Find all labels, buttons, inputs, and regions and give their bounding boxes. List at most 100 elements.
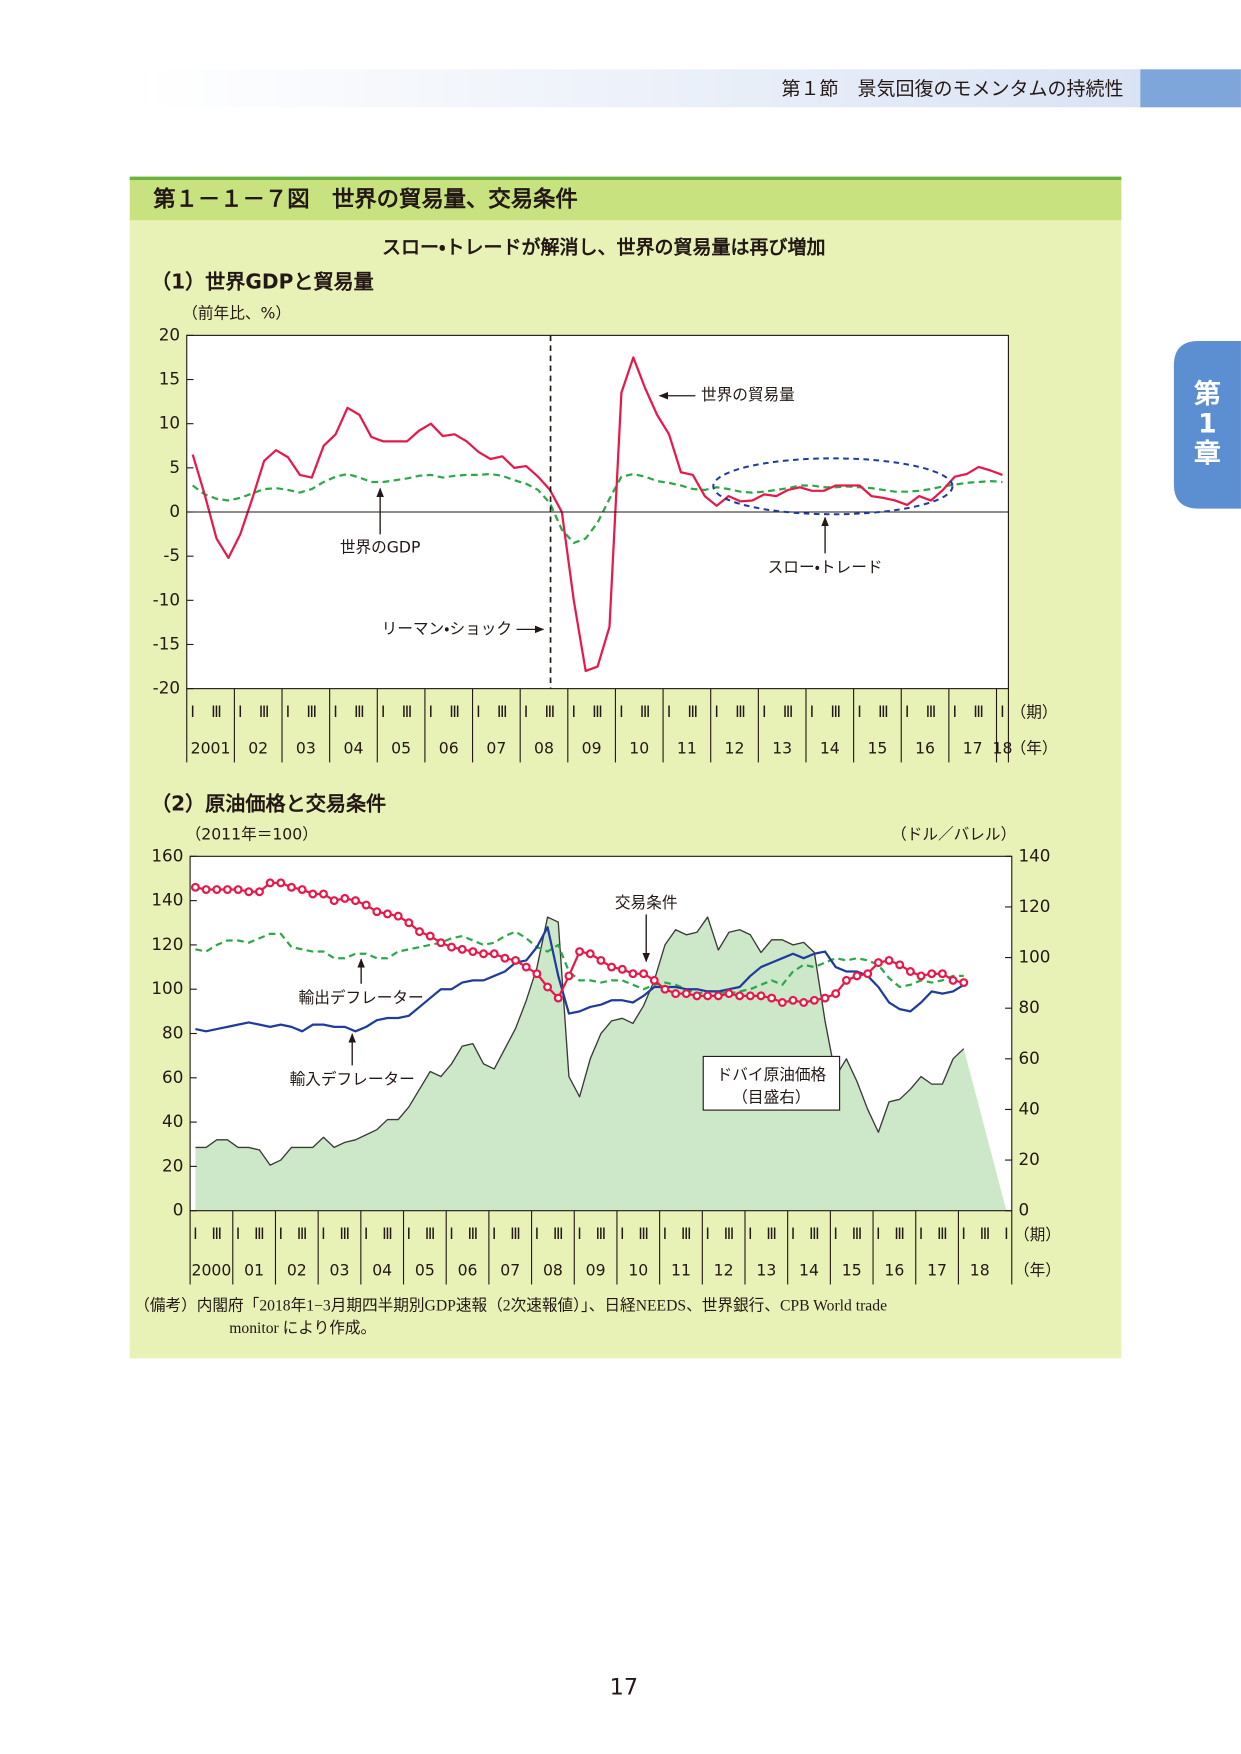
period-unit: （期） — [1011, 703, 1058, 722]
year-label: 2001 — [191, 738, 231, 757]
marker — [489, 949, 499, 959]
marker — [937, 969, 947, 979]
annotation: リーマン・ショック — [382, 619, 512, 638]
x-tick-label: Ⅰ — [748, 1226, 753, 1243]
x-tick-label: Ⅲ — [402, 704, 413, 721]
y-tick-label: -15 — [153, 633, 180, 653]
year-label: 09 — [582, 738, 602, 757]
annotation: （目盛右） — [732, 1087, 810, 1106]
marker — [895, 960, 905, 970]
header-bar — [145, 69, 1141, 108]
marker — [788, 995, 798, 1005]
y-tick-label: 80 — [162, 1023, 183, 1043]
x-tick-label: Ⅰ — [619, 704, 624, 721]
y-tick-label: 0 — [169, 501, 180, 521]
year-label: 14 — [820, 738, 840, 757]
year-label: 18 — [993, 738, 1013, 757]
marker — [905, 967, 915, 976]
year-label: 04 — [344, 738, 364, 757]
y-axis-label: （前年比、%） — [182, 304, 291, 323]
year-unit: （年） — [1014, 1261, 1061, 1280]
marker — [777, 998, 787, 1007]
x-tick-label: Ⅰ — [321, 1226, 326, 1243]
year-label: 15 — [867, 738, 887, 757]
side-tab — [1173, 340, 1241, 509]
figure-title: 第１－１－７図 世界の貿易量、交易条件 — [153, 186, 578, 213]
page-number: 17 — [610, 1675, 638, 1701]
marker — [201, 885, 211, 895]
x-tick-label: Ⅲ — [640, 704, 651, 721]
year-label: 03 — [330, 1261, 350, 1280]
annotation: 輸出デフレーター — [299, 988, 424, 1007]
y-axis-label: （2011年＝100） — [186, 825, 318, 844]
area — [195, 917, 1007, 1211]
marker — [820, 993, 830, 1003]
x-tick-label: Ⅲ — [766, 1226, 777, 1243]
x-tick-label: Ⅲ — [973, 704, 984, 721]
marker — [233, 885, 243, 895]
side-tab-char: 第 — [1194, 378, 1221, 410]
header-block — [1140, 69, 1241, 108]
marker — [692, 991, 702, 1001]
marker — [852, 971, 862, 981]
x-tick-label: Ⅲ — [852, 1226, 863, 1243]
marker — [607, 962, 617, 972]
x-tick-label: Ⅲ — [211, 1226, 222, 1243]
y-tick-label: 10 — [159, 413, 180, 433]
year-label: 06 — [439, 738, 459, 757]
annotation: ドバイ原油価格 — [717, 1065, 827, 1084]
year-label: 12 — [714, 1261, 734, 1280]
x-tick-label: Ⅰ — [238, 704, 243, 721]
annotation-box — [702, 1055, 841, 1111]
year-label: 2000 — [192, 1261, 232, 1280]
x-tick-label: Ⅰ — [429, 704, 434, 721]
y-tick-label: 20 — [159, 324, 180, 344]
marker — [553, 993, 563, 1003]
x-tick-label: Ⅲ — [937, 1226, 948, 1243]
marker — [521, 962, 531, 972]
x-tick-label: Ⅰ — [492, 1226, 497, 1243]
highlight-ellipse — [712, 457, 954, 516]
y2-tick-label: 40 — [1018, 1098, 1039, 1118]
year-label: 13 — [772, 738, 792, 757]
y2-tick-label: 60 — [1018, 1048, 1039, 1068]
x-tick-label: Ⅲ — [735, 704, 746, 721]
x-tick-label: Ⅰ — [833, 1226, 838, 1243]
year-label: 16 — [884, 1261, 904, 1280]
marker — [660, 984, 670, 994]
x-tick-label: Ⅰ — [407, 1226, 412, 1243]
y-tick-label: 15 — [159, 369, 180, 389]
marker — [340, 893, 350, 903]
marker — [276, 878, 286, 888]
x-tick-label: Ⅲ — [467, 1226, 478, 1243]
marker — [681, 989, 691, 999]
marker — [628, 969, 638, 979]
x-tick-label: Ⅲ — [894, 1226, 905, 1243]
year-label: 03 — [296, 738, 316, 757]
x-tick-label: Ⅰ — [449, 1226, 454, 1243]
y-tick-label: 160 — [151, 845, 183, 865]
y2-tick-label: 140 — [1018, 845, 1050, 865]
marker — [735, 991, 745, 1001]
y-tick-label: 40 — [162, 1111, 183, 1131]
x-tick-label: Ⅰ — [791, 1226, 796, 1243]
year-label: 07 — [486, 738, 506, 757]
x-tick-label: Ⅰ — [535, 1226, 540, 1243]
marker — [767, 993, 777, 1003]
marker — [863, 969, 873, 979]
year-label: 12 — [725, 738, 745, 757]
year-label: 07 — [500, 1261, 520, 1280]
y-tick-label: 0 — [173, 1200, 184, 1220]
marker — [479, 949, 489, 959]
year-label: 08 — [543, 1261, 563, 1280]
marker — [543, 982, 553, 992]
x-tick-label: Ⅰ — [919, 1226, 924, 1243]
x-tick-label: Ⅰ — [236, 1226, 241, 1243]
y-tick-label: -20 — [153, 678, 180, 698]
marker — [639, 969, 649, 979]
x-tick-label: Ⅰ — [381, 704, 386, 721]
marker — [244, 887, 254, 897]
y-tick-label: 140 — [151, 890, 183, 910]
marker — [447, 942, 457, 952]
marker — [927, 969, 937, 979]
